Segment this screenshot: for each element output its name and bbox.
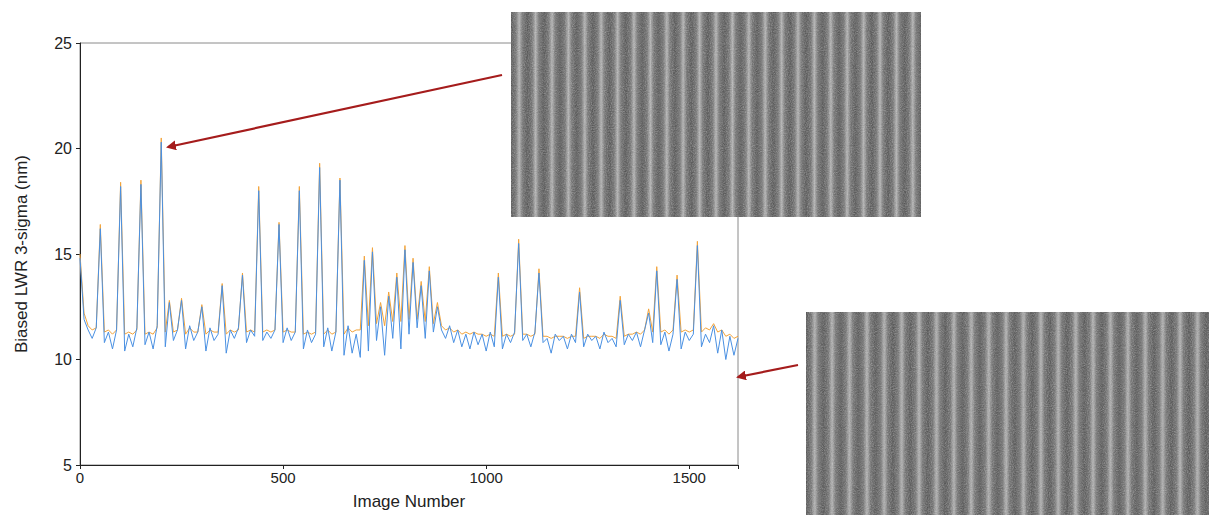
svg-text:Image Number: Image Number [353,492,466,511]
svg-text:5: 5 [63,457,72,474]
svg-text:1500: 1500 [673,469,706,486]
svg-text:10: 10 [54,351,72,368]
svg-text:Biased LWR 3-sigma (nm): Biased LWR 3-sigma (nm) [12,155,31,353]
svg-text:20: 20 [54,140,72,157]
svg-text:1000: 1000 [469,469,502,486]
svg-text:0: 0 [76,469,84,486]
svg-text:15: 15 [54,246,72,263]
svg-text:25: 25 [54,35,72,52]
svg-text:500: 500 [271,469,296,486]
